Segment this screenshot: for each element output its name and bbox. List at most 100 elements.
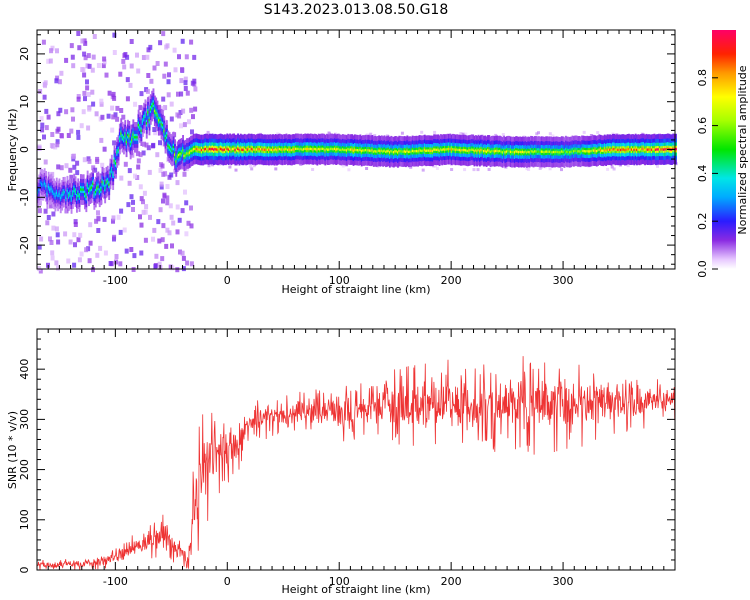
heatmap-cell (37, 208, 42, 214)
heatmap-cell (87, 106, 92, 112)
heatmap-cell (369, 132, 373, 136)
heatmap-cell (324, 148, 327, 152)
heatmap-cell (234, 168, 238, 172)
heatmap-cell (86, 156, 91, 162)
heatmap-cell (68, 239, 73, 245)
heatmap-cell (309, 147, 312, 150)
heatmap-cell (199, 148, 202, 152)
heatmap-cell (101, 63, 106, 69)
heatmap-cell (72, 164, 77, 170)
heatmap-cell (433, 164, 437, 168)
heatmap-cell (108, 261, 113, 266)
x-tick-label: 100 (329, 274, 350, 287)
heatmap-cell (66, 190, 69, 193)
y-tick-label: 0 (18, 567, 31, 574)
heatmap-cell (106, 179, 109, 183)
heatmap-cell (129, 142, 132, 146)
heatmap-cell (115, 105, 120, 111)
heatmap-cell (137, 123, 140, 127)
heatmap-cell (559, 151, 562, 154)
colorbar-tick-label: 0.0 (696, 260, 709, 278)
heatmap-cell (127, 180, 132, 186)
heatmap-cell (360, 149, 363, 153)
heatmap-cell (151, 236, 155, 242)
heatmap-cell (138, 105, 143, 111)
heatmap-cell (50, 187, 53, 191)
colorbar-tick-label: 0.6 (696, 117, 709, 135)
heatmap-cell (552, 150, 555, 154)
heatmap-cell (38, 188, 41, 191)
heatmap-cell (347, 148, 350, 151)
heatmap-cell (48, 203, 53, 209)
heatmap-cell (281, 148, 284, 152)
heatmap-cell (162, 73, 167, 79)
heatmap-cell (351, 148, 354, 151)
heatmap-cell (233, 147, 235, 150)
heatmap-cell (89, 187, 92, 190)
heatmap-cell (59, 196, 62, 200)
heatmap-cell (230, 148, 233, 151)
heatmap-cell (186, 220, 191, 226)
heatmap-cell (139, 250, 144, 256)
heatmap-cell (222, 148, 225, 152)
heatmap-cell (91, 267, 95, 273)
heatmap-cell (211, 147, 214, 151)
heatmap-cell (167, 144, 170, 147)
heatmap-cell (58, 107, 63, 113)
heatmap-cell (491, 150, 493, 153)
heatmap-cell (70, 197, 73, 200)
heatmap-cell (153, 109, 156, 113)
snr-panel: -100 0 100 200 300 0 100 200 300 400 Height of st… (6, 328, 676, 596)
heatmap-cell (141, 150, 146, 156)
heatmap-cell (104, 186, 107, 190)
heatmap-cell (585, 150, 587, 153)
heatmap-cell (157, 238, 162, 244)
heatmap-cell (195, 147, 198, 151)
heatmap-cell (400, 131, 404, 135)
heatmap-cell (54, 78, 59, 84)
heatmap-cell (168, 203, 173, 209)
heatmap-cell (80, 67, 85, 72)
heatmap-cell (350, 148, 352, 151)
heatmap-cell (601, 149, 603, 152)
heatmap-cell (276, 132, 280, 136)
heatmap-cell (174, 153, 176, 156)
heatmap-cell (331, 147, 334, 151)
heatmap-cell (210, 148, 213, 151)
heatmap-cell (103, 250, 108, 256)
heatmap-cell (93, 167, 98, 173)
heatmap-cell (501, 151, 504, 154)
heatmap-cell (106, 113, 111, 119)
heatmap-cell (84, 192, 86, 196)
heatmap-cell (538, 150, 540, 153)
heatmap-cell (184, 231, 189, 237)
heatmap-cell (51, 225, 56, 231)
heatmap-cell (173, 67, 178, 73)
heatmap-cell (392, 151, 395, 154)
heatmap-cell (221, 148, 223, 151)
heatmap-cell (563, 151, 566, 154)
heatmap-cell (589, 150, 591, 153)
colorbar: 0.0 0.2 0.4 0.6 0.8 Normalized spectral ampl… (696, 30, 749, 278)
heatmap-cell (675, 147, 677, 151)
heatmap-cell (407, 150, 410, 154)
heatmap-cell (175, 160, 178, 163)
heatmap-cell (465, 149, 468, 152)
heatmap-cell (543, 151, 546, 154)
heatmap-cell (520, 151, 523, 154)
heatmap-cell (223, 148, 226, 151)
heatmap-cell (184, 54, 189, 60)
heatmap-cell (182, 149, 184, 152)
heatmap-cell (49, 188, 51, 191)
spectrogram-heatmap (37, 31, 678, 274)
heatmap-cell (42, 134, 46, 140)
heatmap-cell (128, 135, 131, 138)
heatmap-cell (464, 132, 468, 136)
heatmap-cell (76, 196, 78, 199)
heatmap-cell (96, 210, 100, 216)
heatmap-cell (156, 114, 159, 118)
heatmap-cell (305, 147, 308, 151)
heatmap-cell (193, 86, 198, 92)
heatmap-cell (431, 149, 434, 153)
